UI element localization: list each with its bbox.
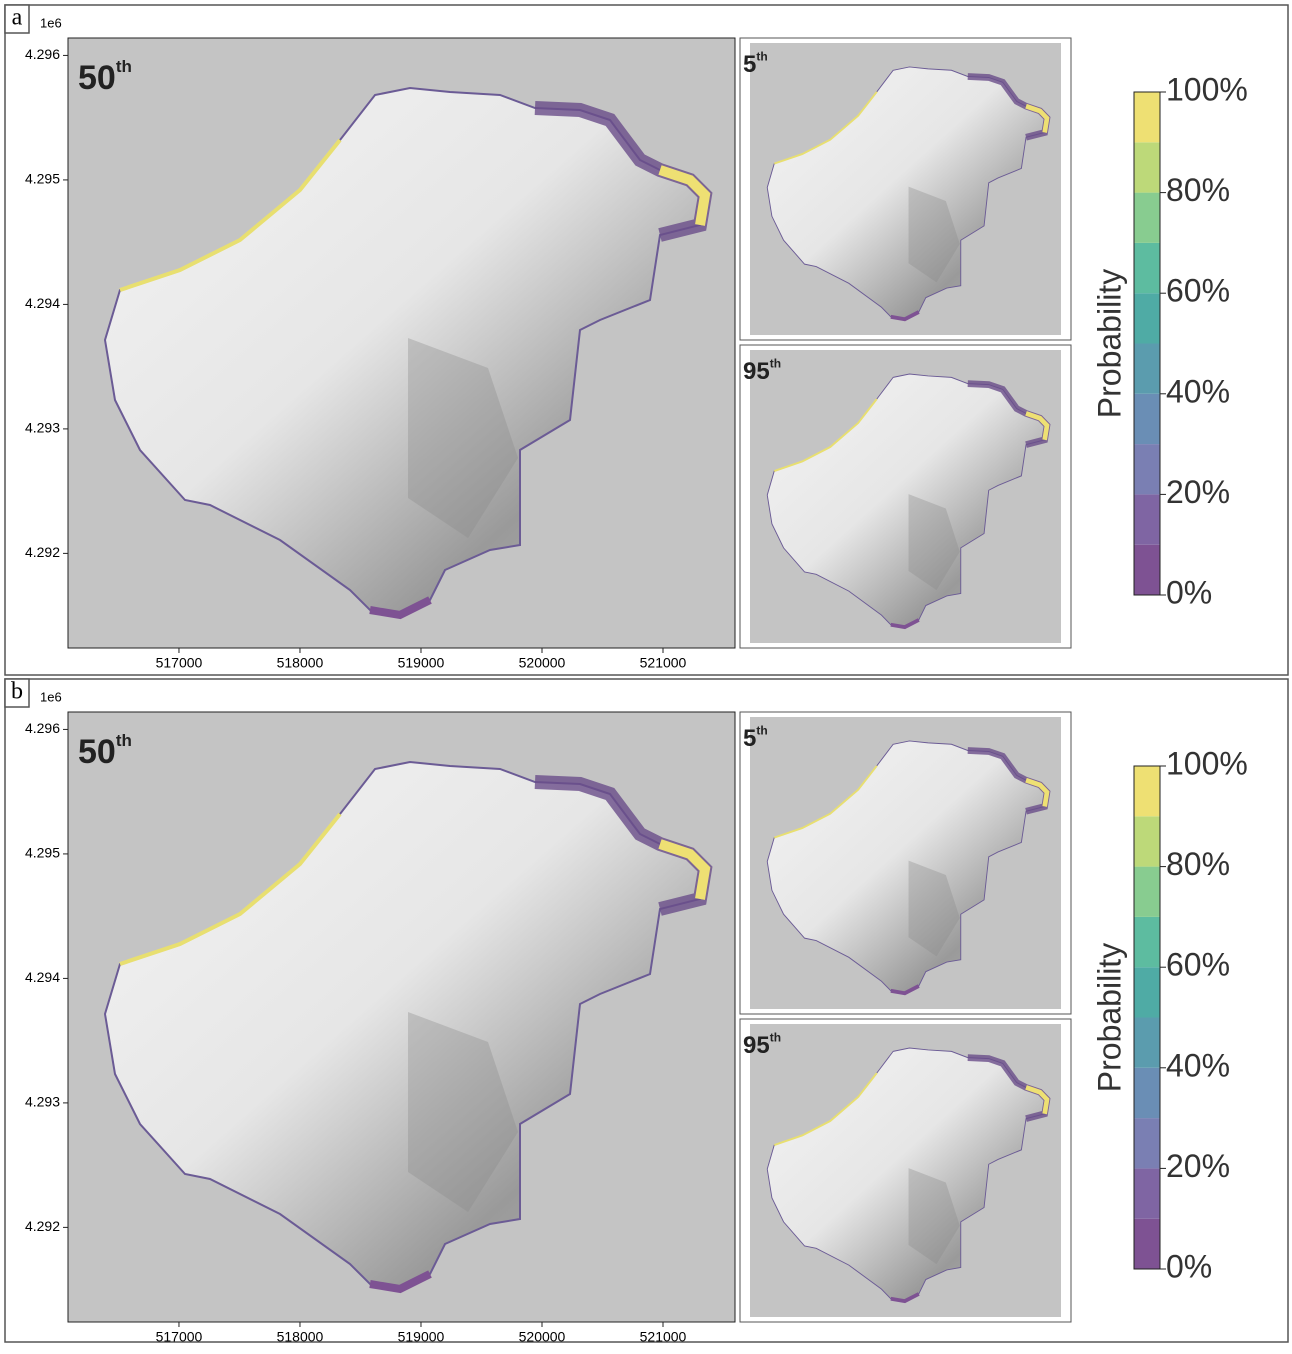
y-offset-label: 1e6 xyxy=(40,689,62,704)
colorbar-band xyxy=(1134,816,1160,866)
inset-map xyxy=(750,350,1061,643)
title-suffix: th xyxy=(756,50,767,64)
x-tick-label: 521000 xyxy=(640,1329,687,1345)
colorbar-tick-label: 40% xyxy=(1166,373,1230,409)
colorbar-band xyxy=(1134,344,1160,394)
panel-label: b xyxy=(11,679,23,705)
main-map xyxy=(68,38,735,648)
colorbar-band xyxy=(1134,494,1160,544)
title-suffix: th xyxy=(116,732,132,751)
title-suffix: th xyxy=(756,724,767,738)
colorbar-band xyxy=(1134,394,1160,444)
colorbar-band xyxy=(1134,545,1160,595)
y-tick-label: 4.292 xyxy=(25,544,60,560)
colorbar-tick-label: 100% xyxy=(1166,71,1248,107)
y-tick-label: 4.296 xyxy=(25,720,60,736)
inset-map xyxy=(750,717,1061,1009)
inset-map xyxy=(750,43,1061,335)
x-tick-label: 517000 xyxy=(156,1329,203,1345)
x-tick-label: 521000 xyxy=(640,655,687,671)
title-number: 50 xyxy=(78,59,116,97)
colorbar-tick-label: 100% xyxy=(1166,745,1248,781)
colorbar-tick-label: 40% xyxy=(1166,1047,1230,1083)
colorbar-tick-label: 20% xyxy=(1166,1148,1230,1184)
colorbar-band xyxy=(1134,193,1160,243)
colorbar-tick-label: 20% xyxy=(1166,474,1230,510)
y-tick-label: 4.292 xyxy=(25,1218,60,1234)
title-number: 95 xyxy=(743,1032,770,1059)
colorbar-band xyxy=(1134,1219,1160,1269)
colorbar-band xyxy=(1134,142,1160,192)
y-tick-label: 4.294 xyxy=(25,969,60,985)
colorbar-band xyxy=(1134,92,1160,142)
y-tick-label: 4.295 xyxy=(25,845,60,861)
main-map xyxy=(68,712,735,1322)
colorbar-tick-label: 0% xyxy=(1166,574,1212,610)
x-tick-label: 518000 xyxy=(277,655,324,671)
colorbar-band xyxy=(1134,444,1160,494)
colorbar-band xyxy=(1134,1018,1160,1068)
colorbar-band xyxy=(1134,867,1160,917)
y-offset-label: 1e6 xyxy=(40,15,62,30)
panel-label: a xyxy=(12,5,23,31)
colorbar-tick-label: 80% xyxy=(1166,846,1230,882)
colorbar-band xyxy=(1134,1118,1160,1168)
colorbar-band xyxy=(1134,1168,1160,1218)
y-tick-label: 4.293 xyxy=(25,1094,60,1110)
colorbar-tick-label: 0% xyxy=(1166,1248,1212,1284)
title-number: 50 xyxy=(78,733,116,771)
colorbar-band xyxy=(1134,917,1160,967)
colorbar-tick-label: 60% xyxy=(1166,947,1230,983)
colorbar-band xyxy=(1134,967,1160,1017)
colorbar-band xyxy=(1134,766,1160,816)
colorbar-band xyxy=(1134,293,1160,343)
title-number: 5 xyxy=(743,51,756,78)
colorbar-band xyxy=(1134,243,1160,293)
y-tick-label: 4.296 xyxy=(25,46,60,62)
figure: a50th1e65170005180005190005200005210004.… xyxy=(0,0,1292,1349)
x-tick-label: 519000 xyxy=(398,655,445,671)
x-tick-label: 520000 xyxy=(519,655,566,671)
inset-map xyxy=(750,1024,1061,1317)
title-suffix: th xyxy=(770,357,781,371)
y-tick-label: 4.295 xyxy=(25,171,60,187)
x-tick-label: 519000 xyxy=(398,1329,445,1345)
colorbar-label: Probability xyxy=(1091,269,1127,418)
y-tick-label: 4.293 xyxy=(25,420,60,436)
title-suffix: th xyxy=(770,1031,781,1045)
title-number: 5 xyxy=(743,725,756,752)
colorbar-tick-label: 60% xyxy=(1166,273,1230,309)
x-tick-label: 518000 xyxy=(277,1329,324,1345)
title-suffix: th xyxy=(116,58,132,77)
x-tick-label: 520000 xyxy=(519,1329,566,1345)
title-number: 95 xyxy=(743,358,770,385)
colorbar-band xyxy=(1134,1068,1160,1118)
x-tick-label: 517000 xyxy=(156,655,203,671)
colorbar-label: Probability xyxy=(1091,943,1127,1092)
colorbar-tick-label: 80% xyxy=(1166,172,1230,208)
y-tick-label: 4.294 xyxy=(25,295,60,311)
